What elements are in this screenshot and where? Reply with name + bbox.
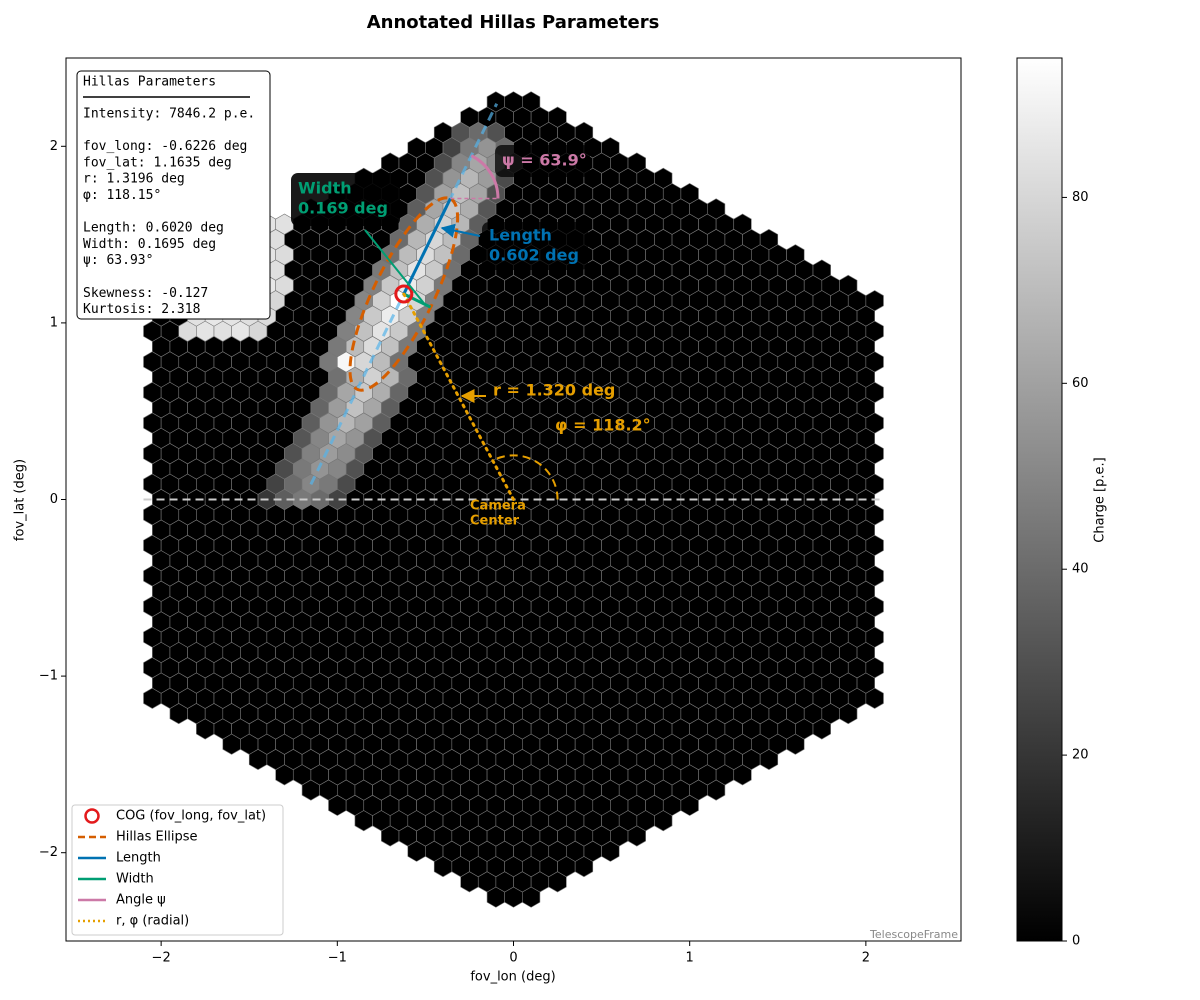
x-tick-label: 0 [509,951,517,966]
info-box-line: Kurtosis: 2.318 [83,302,200,317]
camera-pixel [839,274,858,296]
y-tick-label: 2 [50,139,58,154]
info-box-line: Length: 0.6020 deg [83,221,224,236]
camera-pixel [601,137,620,159]
camera-pixel [865,290,884,312]
y-tick-label: 1 [50,315,58,330]
info-box-title: Hillas Parameters [83,75,216,90]
y-tick-label: −1 [39,669,58,684]
camera-pixel [812,259,831,281]
annotation-box [482,222,588,270]
annotation-text: 0.169 deg [298,199,388,218]
annotation-text: Length [489,226,552,245]
x-tick-label: −1 [328,951,347,966]
info-box-line: fov_long: -0.6226 deg [83,139,247,154]
camera-pixel [680,183,699,205]
colorbar-tick-label: 60 [1072,376,1089,391]
legend-frame [71,804,284,936]
x-axis-label: fov_lon (deg) [470,970,555,985]
colorbar-label: Charge [p.e.] [1093,457,1108,542]
colorbar-tick-label: 80 [1072,190,1089,205]
info-box-line: φ: 118.15° [83,188,161,203]
legend-label: Length [116,851,161,866]
camera-pixel [706,198,726,220]
info-box-line: r: 1.3196 deg [83,172,185,187]
legend-label: r, φ (radial) [116,914,189,929]
x-tick-label: −2 [152,951,171,966]
overlays [143,103,884,501]
chart-title: Annotated Hillas Parameters [367,12,660,33]
colorbar-tick-label: 20 [1072,748,1089,763]
width-pointer [364,229,427,307]
annotation-text: ψ = 63.9° [502,151,587,170]
charged-pixel [486,121,505,144]
annotation-text: Width [298,179,352,198]
info-box-line: ψ: 63.93° [83,253,153,268]
info-box-line: Width: 0.1695 deg [83,237,216,252]
annotation-text: r = 1.320 deg [493,381,615,400]
annotation-box [291,173,400,226]
annotation-text: φ = 118.2° [555,416,651,435]
y-axis-label: fov_lat (deg) [13,459,28,541]
camera-pixel [574,121,594,143]
camera-pixel [548,106,567,128]
colorbar-tick-label: 40 [1072,562,1089,577]
legend-label: COG (fov_long, fov_lat) [116,809,266,824]
camera-pixel [522,91,541,113]
colorbar: Charge [p.e.] 0 20 40 60 80 [1016,57,1108,949]
cog-marker [394,284,414,304]
legend-label: Width [116,872,154,887]
colorbar-scale [1016,57,1063,942]
axes: −2 −1 0 1 2 −2 −1 0 1 2 [39,139,870,966]
camera-pixel [786,244,805,266]
phi-arc [492,454,559,500]
camera-pixel [759,228,779,251]
length-line [402,197,452,295]
info-box-line: Skewness: -0.127 [83,286,208,301]
info-box-frame [76,70,271,320]
x-tick-label: 2 [862,951,870,966]
camera-pixel [654,167,673,189]
annotation-text: 0.602 deg [489,246,579,265]
legend-label: Hillas Ellipse [116,830,198,845]
y-tick-label: 0 [50,492,58,507]
camera-pixel [627,152,646,174]
frame-label: TelescopeFrame [869,928,958,941]
info-box-line: fov_lat: 1.1635 deg [83,155,232,170]
annotation-text: Camera [470,499,526,514]
legend: COG (fov_long, fov_lat) Hillas Ellipse Len… [71,804,284,936]
info-box-line: Intensity: 7846.2 p.e. [83,107,255,122]
y-tick-label: −2 [39,845,58,860]
camera-pixel [733,213,752,235]
psi-arc [470,154,500,199]
length-pointer [440,223,481,238]
x-tick-label: 1 [686,951,694,966]
annotation-text: Center [470,514,520,529]
legend-marker [84,808,100,824]
annotation-box [495,145,590,177]
colorbar-tick-label: 0 [1072,934,1080,949]
legend-label: Angle ψ [116,893,166,908]
info-box: Hillas Parameters Intensity: 7846.2 p.e. f… [76,70,271,320]
